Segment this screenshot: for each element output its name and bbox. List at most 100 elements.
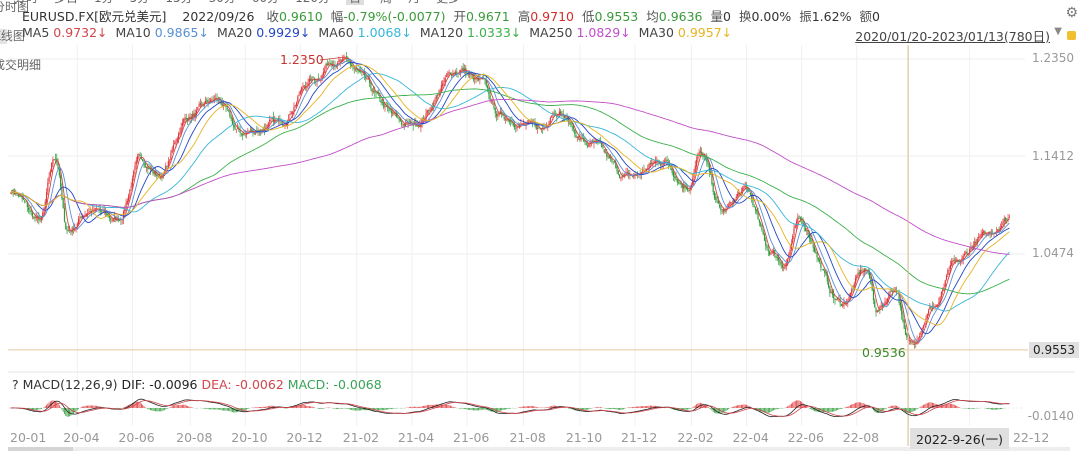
- candle: [974, 237, 976, 250]
- help-icon[interactable]: ?: [12, 377, 19, 392]
- candle: [167, 157, 169, 168]
- candle: [756, 209, 758, 215]
- x-tick-label: 20-06: [118, 430, 155, 445]
- candle: [440, 80, 443, 93]
- candle: [736, 191, 739, 199]
- candle: [153, 170, 155, 177]
- candle: [944, 279, 946, 288]
- y-axis-label: 1.2350: [1032, 51, 1074, 65]
- candle: [840, 303, 843, 307]
- candle: [216, 93, 218, 104]
- candle: [617, 170, 619, 176]
- candle: [402, 123, 404, 128]
- candle: [504, 115, 507, 124]
- candle: [327, 61, 330, 66]
- candle: [272, 111, 275, 127]
- period-tab[interactable]: 多日: [54, 0, 78, 5]
- candle: [310, 74, 312, 82]
- candle: [495, 110, 498, 122]
- candle: [511, 116, 513, 125]
- scrollbar-track[interactable]: [8, 447, 1070, 451]
- max-marker-line: [319, 56, 346, 61]
- candle: [61, 183, 63, 201]
- candle: [303, 84, 305, 89]
- candle: [393, 109, 395, 116]
- stat-value: 0: [723, 9, 731, 24]
- period-tab[interactable]: 120分: [295, 0, 330, 5]
- candle: [131, 175, 134, 190]
- candle: [995, 226, 998, 236]
- candle: [677, 179, 680, 185]
- candle: [30, 205, 32, 216]
- candle: [199, 98, 201, 108]
- candle: [683, 181, 685, 193]
- candle: [326, 59, 328, 67]
- candle: [558, 108, 560, 117]
- ma-value: 1.0068↓: [357, 25, 412, 40]
- candle: [227, 109, 230, 113]
- candle: [817, 257, 819, 263]
- candle: [329, 58, 331, 65]
- candle: [686, 185, 689, 192]
- candle: [662, 159, 664, 170]
- candle: [499, 107, 501, 115]
- candle: [829, 285, 831, 297]
- dropdown-arrow-icon[interactable]: ▼: [1054, 26, 1062, 37]
- macd-legend: ? MACD(12,26,9) DIF: -0.0096 DEA: -0.006…: [12, 377, 382, 392]
- candle: [298, 91, 300, 97]
- candle: [297, 95, 299, 104]
- candle: [197, 106, 199, 111]
- macd-axis-label: -0.0140: [1027, 409, 1074, 423]
- candle: [722, 208, 725, 216]
- crosshair-date-tag: 2022-9-26(一): [910, 428, 1009, 449]
- scrollbar-thumb[interactable]: [8, 447, 73, 451]
- candle: [697, 152, 699, 163]
- candle: [293, 102, 295, 116]
- candle: [260, 128, 262, 136]
- candle: [385, 101, 387, 108]
- candle: [427, 109, 430, 115]
- candle: [58, 166, 60, 179]
- candle: [769, 250, 771, 257]
- x-tick-label: 22-12: [1012, 430, 1050, 445]
- candle: [179, 127, 181, 136]
- candle: [399, 118, 401, 122]
- candle: [792, 234, 794, 245]
- x-tick-label: 21-06: [453, 430, 490, 445]
- lock-icon[interactable]: [1067, 31, 1076, 40]
- stat-value: 0.00%: [751, 9, 792, 24]
- candle: [804, 224, 807, 232]
- candle: [79, 212, 81, 223]
- period-tab[interactable]: 月: [408, 0, 420, 5]
- period-tab[interactable]: 60分: [252, 0, 279, 5]
- candle: [29, 206, 31, 215]
- candle: [961, 255, 963, 265]
- period-tab[interactable]: 5分: [130, 0, 150, 5]
- period-tab[interactable]: 更多: [436, 0, 460, 5]
- x-tick-label: 20-04: [63, 430, 100, 445]
- candle: [85, 213, 87, 218]
- min-price-label: 0.9536: [862, 345, 906, 360]
- gear-icon[interactable]: ⚙: [1065, 5, 1078, 21]
- period-tab[interactable]: 日: [346, 0, 365, 5]
- x-tick-label: 20-01: [10, 430, 47, 445]
- period-tab[interactable]: 分时: [14, 0, 38, 5]
- candle: [854, 274, 857, 287]
- candle: [740, 187, 743, 197]
- candle: [307, 78, 309, 90]
- candle: [589, 138, 591, 148]
- candle: [486, 84, 489, 93]
- candle: [442, 80, 444, 90]
- candle: [951, 258, 953, 267]
- candle: [815, 248, 817, 254]
- candle: [392, 107, 394, 117]
- candle: [599, 136, 601, 144]
- period-tab[interactable]: 30分: [209, 0, 236, 5]
- period-tab[interactable]: 周: [380, 0, 392, 5]
- period-tab[interactable]: 15分: [165, 0, 192, 5]
- candle: [760, 221, 762, 228]
- date-range-selector[interactable]: 2020/01/20-2023/01/13(780日): [855, 29, 1050, 44]
- period-tab[interactable]: 1分: [94, 0, 114, 5]
- candle: [75, 226, 77, 233]
